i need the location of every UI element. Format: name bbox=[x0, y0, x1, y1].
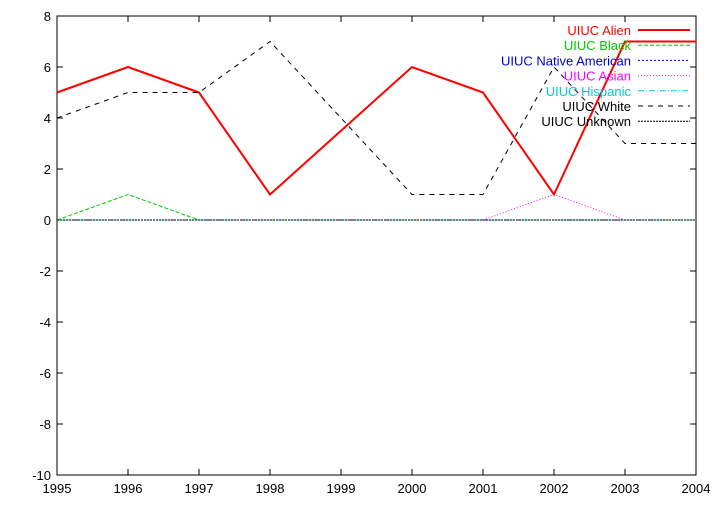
x-tick-label: 1995 bbox=[43, 481, 72, 496]
y-tick-label: 6 bbox=[44, 60, 51, 75]
y-tick-label: -2 bbox=[39, 264, 51, 279]
series-line-uiuc-asian bbox=[57, 193, 696, 221]
legend-label: UIUC Unknown bbox=[541, 114, 631, 129]
legend-label: UIUC White bbox=[562, 99, 631, 114]
y-tick-label: -4 bbox=[39, 315, 51, 330]
series-line-uiuc-black bbox=[56, 193, 696, 221]
y-tick-label: 2 bbox=[44, 162, 51, 177]
x-tick-label: 2001 bbox=[469, 481, 498, 496]
series-lines bbox=[56, 40, 696, 221]
x-tick-label: 2003 bbox=[611, 481, 640, 496]
legend-label: UIUC Black bbox=[564, 38, 632, 53]
legend-label: UIUC Hispanic bbox=[546, 84, 632, 99]
y-tick-label: 8 bbox=[44, 9, 51, 24]
y-tick-label: -6 bbox=[39, 366, 51, 381]
x-tick-label: 1996 bbox=[114, 481, 143, 496]
y-tick-label: 4 bbox=[44, 111, 51, 126]
x-tick-label: 1997 bbox=[185, 481, 214, 496]
legend-label: UIUC Native American bbox=[501, 53, 631, 68]
legend-label: UIUC Alien bbox=[567, 23, 631, 38]
legend-label: UIUC Asian bbox=[564, 69, 631, 84]
y-tick-label: -8 bbox=[39, 417, 51, 432]
x-tick-label: 1998 bbox=[256, 481, 285, 496]
y-tick-label: -10 bbox=[32, 468, 51, 483]
y-tick-label: 0 bbox=[44, 213, 51, 228]
series-line-uiuc-alien bbox=[56, 40, 696, 197]
axes: -10 -8 -6 -4 -2 0 2 4 6 8 1995 1996 1997 1998 1999 2000… bbox=[32, 9, 710, 496]
plot-frame bbox=[56, 15, 697, 476]
x-tick-label: 1999 bbox=[327, 481, 356, 496]
series-line-uiuc-white bbox=[56, 40, 696, 195]
x-tick-label: 2000 bbox=[398, 481, 427, 496]
x-tick-label: 2002 bbox=[540, 481, 569, 496]
x-tick-label: 2004 bbox=[682, 481, 711, 496]
